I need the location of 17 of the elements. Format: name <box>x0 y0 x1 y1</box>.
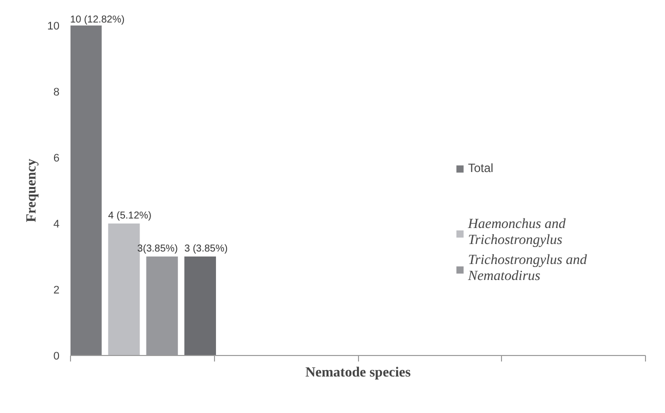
y-tick-label: 2 <box>53 284 60 296</box>
legend-label: Haemonchus and Trichostrongylus <box>468 217 566 249</box>
bar <box>70 26 102 356</box>
y-tick-label: 0 <box>53 350 60 362</box>
data-label: 10 (12.82%) <box>70 14 125 26</box>
x-axis-title: Nematode species <box>305 366 412 380</box>
legend-label: Trichostrongylus and Nematodirus <box>468 253 587 285</box>
y-axis-title: Frequency <box>24 158 40 222</box>
y-tick-label: 4 <box>53 218 60 230</box>
y-tick-label: 10 <box>47 20 60 32</box>
data-label: 3 (3.85%) <box>184 244 228 254</box>
data-label: 3(3.85%) <box>137 244 178 254</box>
y-tick-label: 8 <box>53 86 60 98</box>
data-label: 4 (5.12%) <box>108 210 152 222</box>
legend-label: Total <box>468 161 494 175</box>
y-tick-label: 6 <box>53 152 60 164</box>
bar <box>184 256 216 356</box>
